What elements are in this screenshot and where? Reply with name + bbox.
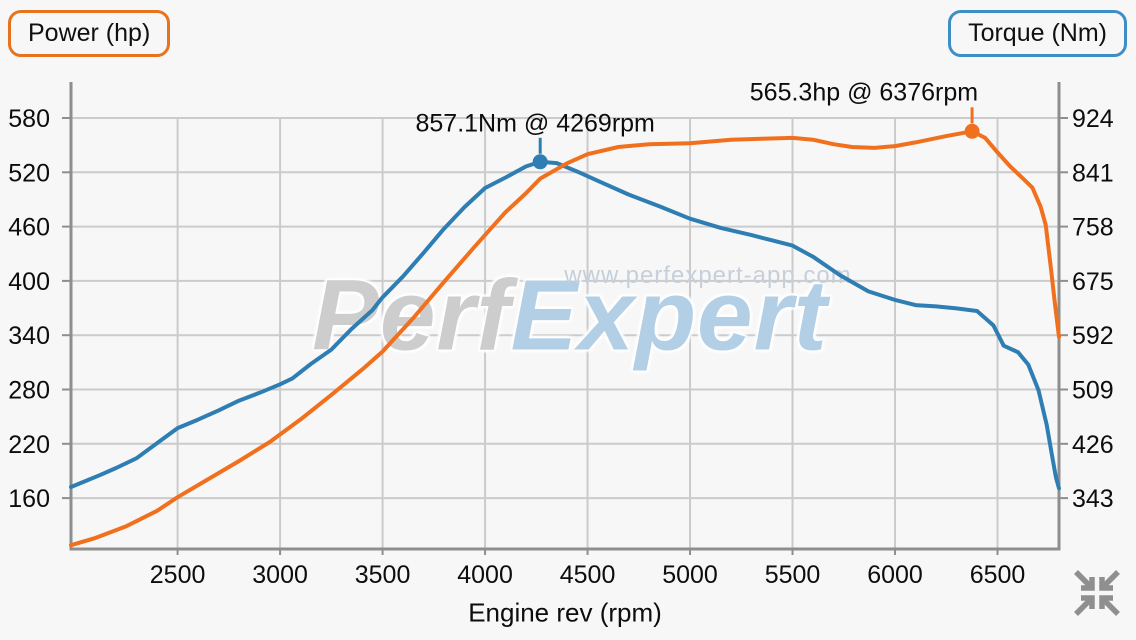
right-axis-tick-label: 924 xyxy=(1072,105,1114,133)
right-axis-tick-label: 426 xyxy=(1072,431,1114,459)
watermark-url: www.perfexpert-app.com xyxy=(564,262,852,289)
right-axis-tick-label: 509 xyxy=(1072,377,1114,405)
torque-legend-button[interactable]: Torque (Nm) xyxy=(948,10,1127,57)
power-legend-button[interactable]: Power (hp) xyxy=(8,10,171,57)
torque-curve xyxy=(69,159,1061,491)
right-axis-tick-label: 758 xyxy=(1072,214,1114,242)
power-curve xyxy=(69,129,1061,548)
x-axis-tick-label: 3000 xyxy=(252,561,308,589)
x-axis-tick-label: 2500 xyxy=(150,561,206,589)
right-axis-tick-label: 592 xyxy=(1072,322,1114,350)
power-peak-annotation: 565.3hp @ 6376rpm xyxy=(749,78,979,107)
left-axis-tick-label: 280 xyxy=(8,377,50,405)
left-axis-tick-label: 340 xyxy=(8,322,50,350)
right-axis-tick-label: 675 xyxy=(1072,268,1114,296)
x-axis-tick-label: 4000 xyxy=(457,561,513,589)
right-axis-tick-label: 343 xyxy=(1072,485,1114,513)
watermark-brand: PerfExpert xyxy=(312,259,828,374)
peak-marker xyxy=(532,154,548,170)
left-axis-tick-label: 580 xyxy=(8,105,50,133)
x-axis-title: Engine rev (rpm) xyxy=(468,597,662,628)
x-axis-tick-label: 6500 xyxy=(970,561,1026,589)
x-axis-tick-label: 5500 xyxy=(765,561,821,589)
torque-legend-label: Torque (Nm) xyxy=(968,19,1107,47)
left-axis-tick-label: 220 xyxy=(8,431,50,459)
x-axis-tick-label: 6000 xyxy=(867,561,923,589)
collapse-icon[interactable] xyxy=(1069,565,1125,621)
torque-peak-annotation: 857.1Nm @ 4269rpm xyxy=(415,109,655,138)
peak-marker xyxy=(964,123,980,139)
watermark-brand-gray: Perf xyxy=(312,259,511,372)
power-legend-label: Power (hp) xyxy=(28,19,151,47)
x-axis-tick-label: 4500 xyxy=(560,561,616,589)
x-axis-tick-label: 3500 xyxy=(355,561,411,589)
left-axis-tick-label: 460 xyxy=(8,214,50,242)
left-axis-tick-label: 520 xyxy=(8,159,50,187)
right-axis-tick-label: 841 xyxy=(1072,159,1114,187)
x-axis-tick-label: 5000 xyxy=(662,561,718,589)
watermark-brand-blue: Expert xyxy=(510,259,828,372)
left-axis-tick-label: 400 xyxy=(8,268,50,296)
left-axis-tick-label: 160 xyxy=(8,485,50,513)
